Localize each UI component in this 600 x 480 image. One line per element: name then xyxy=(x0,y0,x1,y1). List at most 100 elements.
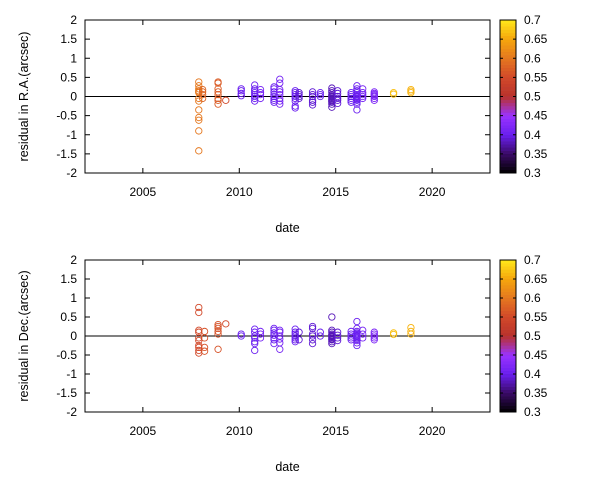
ra-data-point xyxy=(316,92,324,101)
ra-data-point xyxy=(214,85,222,93)
ra-data-point xyxy=(276,75,284,83)
ra-colorbar-band xyxy=(500,157,516,161)
dec-colorbar-tick-label: 0.55 xyxy=(524,310,548,324)
dec-colorbar-band xyxy=(500,380,516,384)
dec-data-point xyxy=(359,330,367,338)
dec-data-point xyxy=(316,332,324,340)
ra-colorbar-band xyxy=(500,80,516,85)
ra-data-point xyxy=(328,103,336,111)
dec-colorbar-tick-label: 0.7 xyxy=(524,253,541,267)
dec-data-point xyxy=(353,336,361,345)
dec-colorbar-band xyxy=(500,399,516,403)
dec-data-point xyxy=(353,339,361,347)
dec-data-point xyxy=(308,332,317,340)
dec-colorbar-band xyxy=(500,301,516,305)
ra-data-point xyxy=(291,104,299,112)
dec-x-tick-label: 2015 xyxy=(322,424,349,438)
ra-data-point xyxy=(198,90,207,99)
ra-colorbar-band xyxy=(500,141,516,145)
ra-data-point xyxy=(308,101,317,109)
ra-colorbar-band xyxy=(500,48,516,53)
dec-data-point xyxy=(407,323,415,332)
dec-data-point xyxy=(370,336,378,344)
dec-colorbar: 0.3 0.35 0.4 0.45 0.5 0.55 0.6 0.65 0.7 xyxy=(499,253,548,419)
dec-data-point xyxy=(256,334,265,342)
ra-data-point xyxy=(198,85,207,94)
dec-data-point xyxy=(291,334,299,342)
ra-colorbar-tick-label: 0.35 xyxy=(524,147,548,161)
ra-colorbar-band xyxy=(500,20,516,24)
ra-colorbar-band xyxy=(500,77,516,81)
ra-colorbar-band xyxy=(500,115,516,120)
dec-colorbar-band xyxy=(500,358,516,362)
ra-data-point xyxy=(256,89,265,97)
dec-x-tick-label: 2020 xyxy=(419,424,446,438)
ra-x-tick-label: 2015 xyxy=(322,185,349,199)
ra-data-point xyxy=(353,82,361,90)
dec-colorbar-band xyxy=(500,263,516,267)
dec-data-point xyxy=(256,330,265,338)
ra-data-point xyxy=(270,85,278,93)
ra-data-point xyxy=(276,85,284,94)
dec-y-tick-label: 1 xyxy=(70,291,77,305)
ra-data-point xyxy=(389,90,398,98)
dec-colorbar-band xyxy=(500,383,516,387)
dec-colorbar-band xyxy=(500,317,516,321)
dec-data-point xyxy=(308,324,317,333)
dec-colorbar-band xyxy=(500,374,516,378)
dec-colorbar-tick-label: 0.3 xyxy=(524,405,541,419)
dec-data-point xyxy=(370,334,378,342)
ra-data-point xyxy=(353,100,361,108)
dec-colorbar-band xyxy=(500,326,516,330)
ra-data-point xyxy=(195,97,203,105)
dec-data-point xyxy=(200,334,209,342)
ra-data-point xyxy=(195,106,203,114)
dec-colorbar-band xyxy=(500,345,516,349)
ra-data-point xyxy=(316,89,324,97)
ra-data-point xyxy=(291,97,299,105)
ra-data-point xyxy=(251,94,259,103)
dec-colorbar-tick-label: 0.5 xyxy=(524,329,541,343)
dec-data-point xyxy=(270,339,278,348)
ra-colorbar-band xyxy=(500,128,516,132)
ra-data-point xyxy=(214,79,222,87)
dec-colorbar-band xyxy=(500,298,516,302)
dec-data-point xyxy=(370,332,378,340)
ra-data-point xyxy=(407,87,415,95)
ra-y-tick-label: 2 xyxy=(70,13,77,27)
dec-colorbar-band xyxy=(500,332,516,337)
dec-data-point xyxy=(214,330,222,338)
dec-data-point xyxy=(328,338,336,346)
ra-data-point xyxy=(291,92,299,101)
ra-data-point xyxy=(295,90,303,99)
ra-colorbar-tick-label: 0.3 xyxy=(524,166,541,180)
dec-colorbar-band xyxy=(500,310,516,315)
dec-data-point xyxy=(370,328,378,336)
ra-data-point xyxy=(308,98,317,106)
ra-colorbar-band xyxy=(500,29,516,34)
ra-colorbar-band xyxy=(500,106,516,110)
dec-data-point xyxy=(276,345,284,353)
ra-data-point xyxy=(333,87,342,95)
dec-data-point xyxy=(333,328,342,336)
ra-data-point xyxy=(195,78,203,86)
ra-y-axis-title: residual in R.A.(arcsec) xyxy=(17,32,31,162)
dec-data-point xyxy=(295,336,303,344)
ra-data-point xyxy=(353,98,361,106)
ra-data-point xyxy=(237,92,245,100)
ra-colorbar-band xyxy=(500,112,516,116)
ra-data-point xyxy=(333,96,342,104)
dec-colorbar-tick-label: 0.45 xyxy=(524,348,548,362)
dec-data-point xyxy=(291,328,299,336)
ra-colorbar-band xyxy=(500,144,516,148)
dec-y-tick-label: 1.5 xyxy=(60,272,77,286)
ra-data-point xyxy=(237,85,245,93)
ra-colorbar-band xyxy=(500,96,516,100)
dec-data-point xyxy=(333,336,342,345)
dec-colorbar-band xyxy=(500,275,516,280)
dec-y-tick-label: -0.5 xyxy=(56,348,77,362)
ra-data-point xyxy=(308,90,317,99)
ra-data-point xyxy=(389,89,398,97)
ra-data-point xyxy=(214,90,222,99)
ra-data-point xyxy=(270,83,278,91)
